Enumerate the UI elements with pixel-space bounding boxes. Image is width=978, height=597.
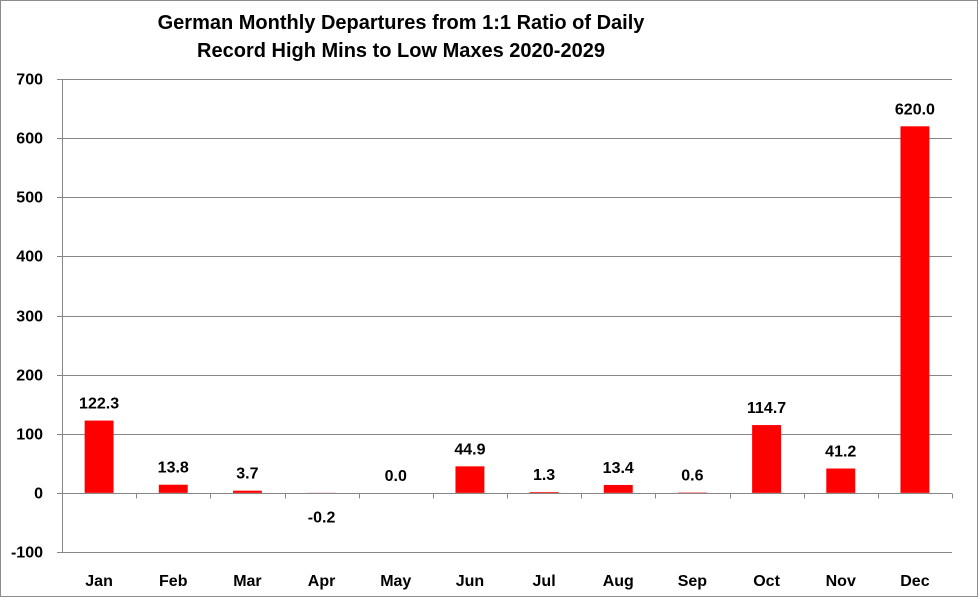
x-tick-label-nov: Nov: [826, 573, 856, 590]
y-tick-label: 400: [16, 249, 43, 266]
y-tick-label: 200: [16, 368, 43, 385]
data-label-dec: 620.0: [895, 101, 935, 118]
x-tick-label-aug: Aug: [603, 573, 634, 590]
x-tick-label-mar: Mar: [233, 573, 261, 590]
data-label-mar: 3.7: [236, 466, 258, 483]
data-label-feb: 13.8: [158, 460, 189, 477]
x-tick-label-dec: Dec: [900, 573, 929, 590]
data-label-sep: 0.6: [681, 468, 703, 485]
data-label-jul: 1.3: [533, 467, 555, 484]
data-label-nov: 41.2: [825, 444, 856, 461]
bar-feb: [158, 484, 188, 493]
bar-jul: [529, 492, 559, 493]
bar-oct: [752, 425, 782, 493]
x-tick-label-feb: Feb: [159, 573, 188, 590]
x-tick-label-jun: Jun: [456, 573, 484, 590]
x-tick-label-jul: Jul: [533, 573, 556, 590]
x-tick-label-sep: Sep: [678, 573, 708, 590]
bar-dec: [900, 126, 930, 493]
x-tick-label-may: May: [380, 573, 411, 590]
y-tick-label: 0: [34, 486, 43, 503]
y-tick-label: 100: [16, 427, 43, 444]
data-label-aug: 13.4: [603, 460, 634, 477]
y-tick-label: 600: [16, 131, 43, 148]
y-tick-label: 500: [16, 190, 43, 207]
chart-title-line-2: Record High Mins to Low Maxes 2020-2029: [197, 40, 605, 62]
y-tick-label: 300: [16, 309, 43, 326]
data-label-may: 0.0: [385, 468, 407, 485]
data-label-jun: 44.9: [454, 441, 485, 458]
y-tick-label: 700: [16, 72, 43, 89]
data-label-oct: 114.7: [747, 400, 786, 417]
x-tick-label-jan: Jan: [85, 573, 113, 590]
bar-nov: [826, 468, 856, 493]
bar-aug: [603, 484, 633, 493]
data-label-jan: 122.3: [79, 396, 119, 413]
y-tick-label: -100: [11, 545, 43, 562]
bar-jan: [84, 420, 114, 493]
bar-jun: [455, 466, 485, 493]
bar-mar: [232, 490, 262, 493]
data-label-apr: -0.2: [308, 510, 336, 527]
chart-title: German Monthly Departures from 1:1 Ratio…: [61, 9, 741, 65]
x-tick-label-oct: Oct: [753, 573, 780, 590]
chart-title-line-1: German Monthly Departures from 1:1 Ratio…: [157, 12, 645, 34]
x-tick-label-apr: Apr: [308, 573, 336, 590]
